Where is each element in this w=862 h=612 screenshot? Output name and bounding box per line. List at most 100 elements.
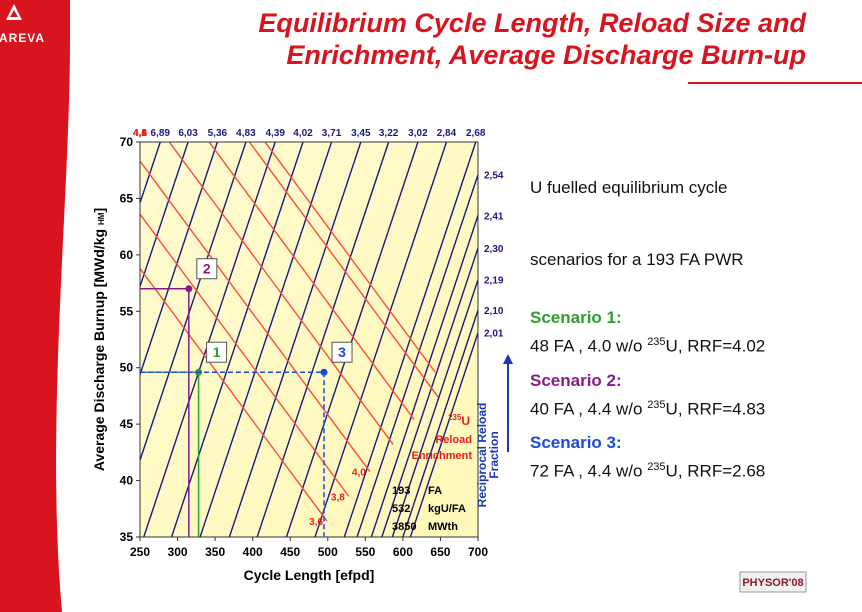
isoline (343, 142, 477, 537)
isoline (402, 309, 478, 537)
isoline-label: 4,83 (236, 128, 256, 139)
isoline-label: 3,71 (322, 128, 342, 139)
slide-title: Enrichment, Average Discharge Burn-up (286, 40, 806, 70)
x-axis-label: Cycle Length [efpd] (244, 567, 375, 583)
isoline-label: 2,30 (484, 244, 504, 255)
isoline (314, 142, 448, 537)
scenario-title: Scenario 1: (530, 308, 622, 327)
isoline (170, 142, 304, 537)
y-tick-label: 40 (120, 474, 134, 488)
isoline-label: 2,01 (484, 329, 504, 340)
isoline (381, 247, 478, 537)
info-unit: kgU/FA (428, 503, 466, 515)
isoline (391, 279, 478, 537)
y-tick-label: 55 (120, 304, 134, 318)
enrichment-title: Reload (435, 434, 472, 446)
info-unit: MWth (428, 521, 458, 533)
x-tick-label: 250 (130, 545, 150, 559)
point-label-box (331, 341, 353, 363)
point-label: 2 (203, 261, 211, 277)
isoline-label: 4,02 (293, 128, 313, 139)
text-part: ] (91, 208, 107, 213)
point-label: 1 (213, 344, 221, 360)
isoline (285, 142, 419, 537)
isoline-label: 4,39 (265, 128, 285, 139)
detail-text: 48 FA , 4.0 w/o (530, 336, 648, 356)
info-unit: FA (428, 485, 442, 497)
isoline (143, 142, 276, 537)
detail-text: 40 FA , 4.4 w/o (530, 399, 648, 419)
isoline (140, 142, 219, 377)
point-label-box (196, 258, 218, 280)
detail-sup: 235 (647, 336, 666, 348)
y-tick-label: 35 (120, 530, 134, 544)
scenario-panel: U fuelled equilibrium cycle scenarios fo… (530, 128, 765, 484)
scenario-detail: 40 FA , 4.4 w/o 235U, RRF=4.83 (530, 393, 765, 422)
isoline-label: 2,84 (437, 128, 457, 139)
isoline (140, 160, 371, 472)
isoline-label: 4,4 (133, 128, 147, 139)
isoline (168, 142, 394, 445)
isoline-label: 2,54 (484, 171, 504, 182)
detail-text: U, RRF=4.02 (665, 336, 766, 356)
isoline-label: 2,10 (484, 306, 504, 317)
arrow-head (503, 354, 513, 364)
isoline-label: 3,6 (309, 517, 323, 528)
y-tick-label: 45 (120, 417, 134, 431)
isoline (140, 142, 189, 289)
x-tick-label: 550 (355, 545, 375, 559)
point-label: 3 (338, 344, 346, 360)
x-tick-label: 450 (280, 545, 300, 559)
info-value: 193 (392, 485, 410, 497)
info-value: 3850 (392, 521, 416, 533)
text-part: Average Discharge Burnup [MWd/kg (91, 229, 107, 471)
scenario-detail: 48 FA , 4.0 w/o 235U, RRF=4.02 (530, 330, 765, 359)
x-tick-label: 700 (468, 545, 488, 559)
isoline-label: 3,22 (379, 128, 399, 139)
y-tick-label: 60 (120, 248, 134, 262)
scenario-title: Scenario 3: (530, 433, 622, 453)
detail-sup: 235 (647, 461, 666, 474)
footer-logo-box (739, 571, 807, 593)
isoline-label: 4,8 (133, 128, 147, 139)
isoline (140, 142, 247, 463)
slide-title: Equilibrium Cycle Length, Reload Size an… (258, 8, 806, 38)
scenario-point (185, 285, 193, 293)
info-value: 532 (392, 503, 410, 515)
isoline-label: 4,0 (352, 468, 366, 479)
isoline (256, 142, 390, 537)
isoline (228, 142, 362, 537)
isoline (140, 267, 328, 522)
y-axis-label: Average Discharge Burnup [MWd/kg HM] (91, 208, 107, 471)
isoline-label: 5,36 (208, 128, 228, 139)
isoline-label: 4,2 (133, 128, 147, 139)
y-tick-label: 70 (120, 135, 134, 149)
text-part: 235 (448, 413, 462, 422)
detail-text: 72 FA , 4.4 w/o (530, 461, 648, 481)
text-part: U (461, 414, 470, 428)
y-tick-label: 65 (120, 191, 134, 205)
intro: scenarios for a 193 FA PWR (530, 250, 744, 269)
detail-text: U, RRF=4.83 (665, 399, 766, 419)
isoline (208, 142, 415, 421)
isoline-label: 2,41 (484, 211, 504, 222)
right-axis-label: Reciprocal Reload (475, 403, 489, 508)
side-band (0, 0, 70, 612)
isoline (248, 142, 439, 398)
point-label-box (206, 341, 228, 363)
isoline (140, 213, 350, 497)
plot-frame (139, 141, 479, 538)
isoline-label: 2,19 (484, 276, 504, 287)
logo-text: AREVA (0, 31, 45, 45)
x-tick-label: 650 (430, 545, 450, 559)
isoline (264, 142, 436, 373)
detail-text: U, RRF=2.68 (665, 461, 766, 481)
logo-mark (6, 4, 22, 20)
isoline (370, 215, 478, 537)
isoline-label: 4,6 (133, 128, 147, 139)
text-part: HM (97, 212, 106, 225)
intro: U fuelled equilibrium cycle (530, 178, 728, 197)
detail-sup: 235 (647, 398, 666, 411)
x-tick-label: 400 (243, 545, 263, 559)
